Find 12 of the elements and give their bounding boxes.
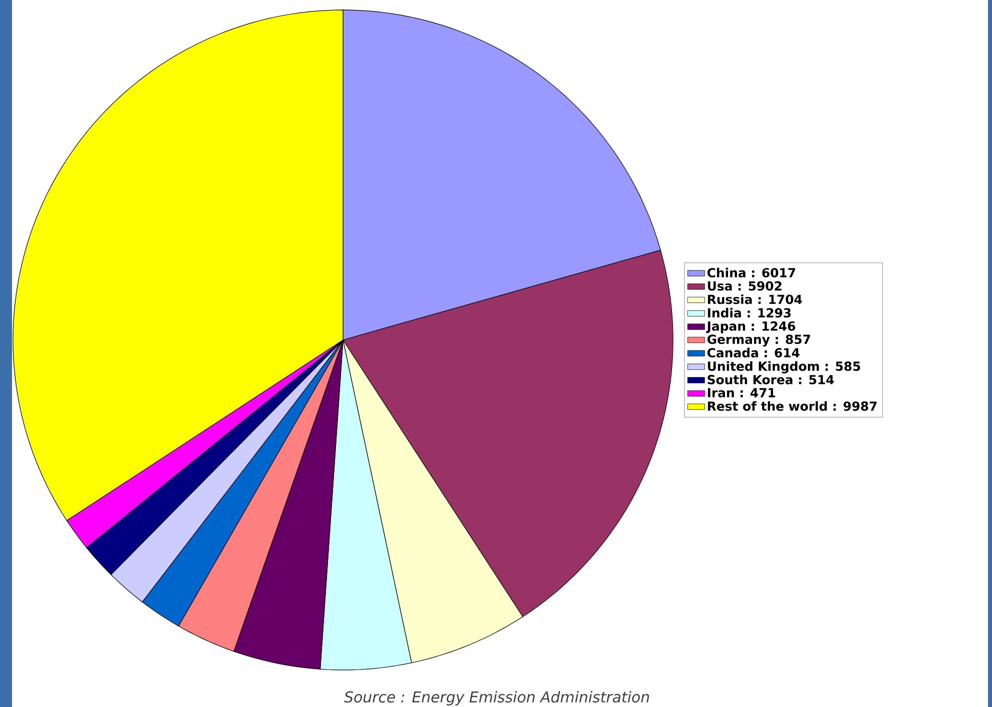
legend-label: Germany : 857 xyxy=(707,334,810,347)
legend-label: Usa : 5902 xyxy=(708,281,782,291)
legend-label: Russia : 1704 xyxy=(708,294,802,304)
legend-label: China : 6017 xyxy=(707,268,796,278)
legend-label: Canada : 614 xyxy=(707,348,800,358)
legend-label: Japan : 1246 xyxy=(706,321,796,334)
legend-label: India : 1293 xyxy=(708,308,791,318)
source-note: Source : Energy Emission Administration xyxy=(344,691,649,706)
legend-label: United Kingdom : 585 xyxy=(708,361,860,374)
legend-label: Iran : 471 xyxy=(708,388,776,398)
legend-label: South Korea : 514 xyxy=(708,374,834,384)
legend-label: Rest of the world : 9987 xyxy=(708,401,877,411)
